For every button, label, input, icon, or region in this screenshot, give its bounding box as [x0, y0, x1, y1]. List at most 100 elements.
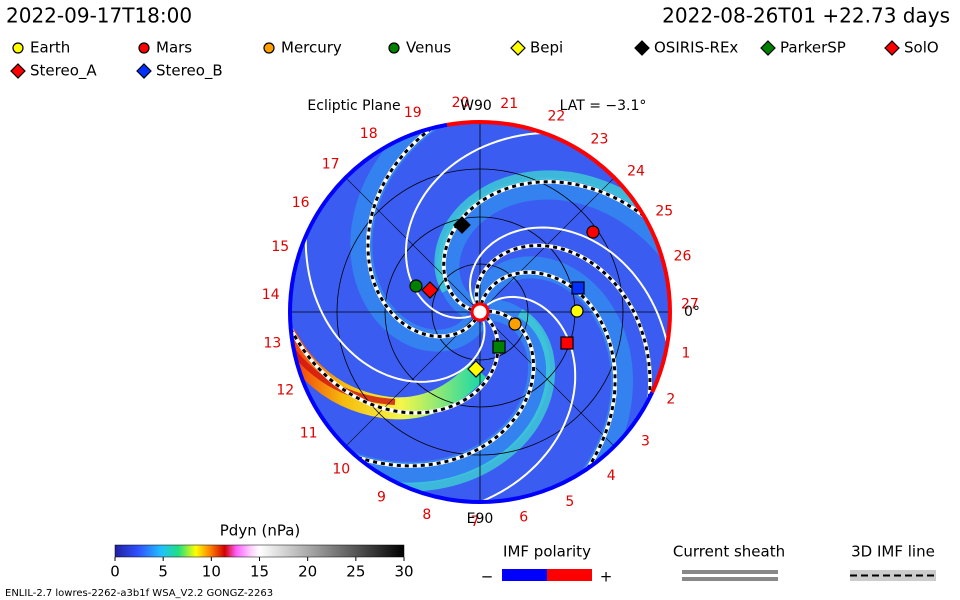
colorbar-tick-label: 5	[158, 563, 168, 581]
colorbar-tick-label: 25	[346, 563, 365, 581]
density-band	[428, 256, 634, 502]
marker	[10, 63, 26, 79]
legend-label: OSIRIS-REx	[654, 39, 738, 57]
colorbar	[114, 544, 405, 558]
marker	[586, 225, 600, 239]
marker	[492, 340, 506, 354]
carrington-label: 8	[422, 507, 431, 523]
marker	[760, 40, 776, 56]
carrington-label: 4	[607, 468, 616, 484]
colorbar-title: Pdyn (nPa)	[220, 522, 301, 540]
carrington-label: 1	[681, 345, 690, 361]
colorbar-tick-label: 0	[110, 563, 120, 581]
legend-label: Stereo_A	[30, 62, 97, 81]
sheath-line	[682, 577, 778, 581]
legend-label: Mercury	[281, 39, 342, 57]
carrington-label: 27	[681, 297, 699, 313]
sheath-title: Current sheath	[673, 543, 785, 561]
marker	[571, 281, 585, 295]
density-band	[350, 122, 616, 352]
marker	[570, 304, 584, 318]
plot-title: Ecliptic Plane	[307, 98, 400, 114]
marker	[409, 279, 423, 293]
carrington-label: 22	[547, 108, 565, 124]
footer: ENLIL-2.7 lowres-2262-a3b1f WSA_V2.2 GON…	[5, 588, 273, 599]
density-band	[437, 177, 670, 431]
imf-minus: −	[481, 568, 494, 586]
marker	[560, 336, 574, 350]
marker	[421, 281, 439, 299]
marker	[136, 63, 152, 79]
legend-label: ParkerSP	[780, 39, 846, 57]
carrington-label: 23	[591, 131, 609, 147]
imf-title: IMF polarity	[503, 543, 591, 561]
marker	[12, 42, 24, 54]
density-band	[434, 170, 670, 381]
legend-label: Venus	[406, 39, 451, 57]
carrington-label: 25	[655, 203, 673, 219]
marker	[263, 42, 275, 54]
carrington-label: 15	[271, 239, 289, 255]
marker	[453, 216, 471, 234]
legend-label: Earth	[30, 39, 70, 57]
legend-label: SolO	[904, 39, 939, 57]
marker	[884, 40, 900, 56]
e-label: E90	[467, 511, 494, 527]
sector-line-dash	[400, 270, 617, 502]
carrington-label: 6	[519, 509, 528, 525]
carrington-label: 7	[471, 514, 480, 530]
sim-time: 2022-09-17T18:00	[6, 4, 192, 28]
carrington-label: 17	[322, 156, 340, 172]
carrington-label: 11	[300, 425, 318, 441]
carrington-label: 21	[500, 96, 518, 112]
imf-pos	[547, 569, 592, 581]
carrington-label: 19	[404, 105, 422, 121]
rim	[446, 120, 672, 394]
sheath-line	[682, 570, 778, 574]
carrington-label: 26	[674, 248, 692, 264]
marker	[634, 40, 650, 56]
imf-plus: +	[600, 568, 613, 586]
carrington-label: 14	[262, 287, 280, 303]
sun	[470, 302, 490, 322]
sector-line-dash	[290, 301, 536, 468]
marker	[388, 42, 400, 54]
carrington-label: 5	[565, 494, 574, 510]
sector-line-dash	[290, 122, 500, 415]
carrington-label: 16	[292, 195, 310, 211]
carrington-label: 3	[641, 433, 650, 449]
sector-line-dash	[366, 122, 638, 339]
colorbar-tick-label: 30	[394, 563, 413, 581]
marker	[467, 360, 485, 378]
sector-line-dash	[442, 180, 670, 409]
marker	[138, 42, 150, 54]
zero-label: 0°	[684, 304, 700, 320]
carrington-label: 13	[263, 336, 281, 352]
imf-line-title: 3D IMF line	[851, 543, 935, 561]
carrington-label: 12	[276, 383, 294, 399]
carrington-label: 24	[627, 163, 645, 179]
carrington-label: 18	[360, 126, 378, 142]
field-line	[290, 295, 577, 502]
legend-label: Stereo_B	[156, 62, 223, 81]
colorbar-tick-label: 20	[298, 563, 317, 581]
rim	[288, 122, 655, 504]
imf-neg	[502, 569, 547, 581]
legend-label: Mars	[156, 39, 192, 57]
run-time: 2022-08-26T01 +22.73 days	[662, 4, 950, 28]
marker	[508, 317, 522, 331]
marker	[510, 40, 526, 56]
w-label: W90	[460, 98, 492, 114]
lat-label: LAT = −3.1°	[560, 98, 647, 114]
imf-line-bg	[850, 570, 936, 581]
carrington-label: 20	[452, 95, 470, 111]
colorbar-tick-label: 10	[202, 563, 221, 581]
colorbar-tick-label: 15	[250, 563, 269, 581]
legend-label: Bepi	[530, 39, 563, 57]
carrington-label: 2	[666, 392, 675, 408]
carrington-label: 10	[332, 462, 350, 478]
carrington-label: 9	[377, 489, 386, 505]
